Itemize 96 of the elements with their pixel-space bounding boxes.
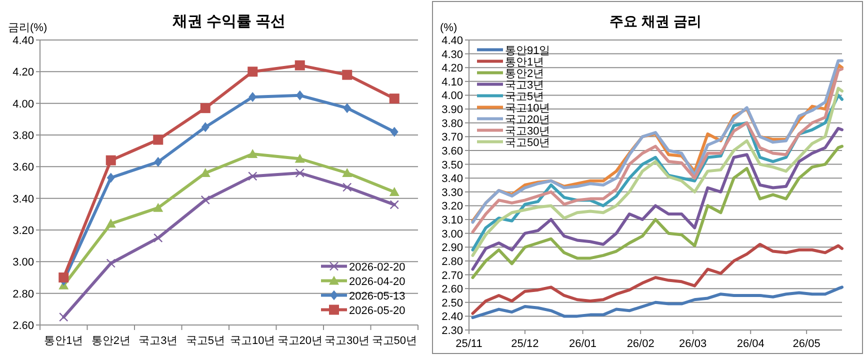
y-tick-label: 4.20: [442, 62, 463, 75]
x-tick-label: 26/04: [736, 338, 764, 350]
line-series: [471, 286, 844, 320]
y-tick-label: 2.70: [442, 270, 463, 282]
y-tick-label: 2.90: [442, 242, 463, 254]
x-tick-label: 국고30년: [324, 335, 370, 347]
legend-label: 통안2년: [505, 68, 544, 80]
x-tick-label: 25/12: [511, 338, 539, 350]
y-tick-label: 3.00: [442, 228, 463, 240]
y-tick-label: 2.60: [442, 284, 463, 296]
point: [248, 66, 258, 77]
y-axis-title: (%): [440, 22, 458, 34]
legend-label: 통안91일: [505, 44, 550, 57]
y-tick-label: 4.00: [442, 90, 463, 102]
chart-title: 주요 채권 금리: [610, 13, 702, 29]
point: [296, 90, 304, 100]
y-tick-label: 3.60: [12, 162, 34, 174]
point: [294, 60, 305, 70]
chart-title: 채권 수익률 곡선: [171, 13, 286, 30]
x-tick-label: 국고5년: [186, 335, 225, 347]
y-tick-label: 3.40: [442, 173, 463, 186]
y-tick-label: 4.40: [442, 35, 463, 47]
legend-label: 국고20년: [505, 114, 550, 126]
y-tick-label: 3.20: [12, 225, 34, 237]
y-tick-label: 3.60: [442, 145, 463, 158]
x-tick-label: 국고50년: [372, 335, 417, 347]
point: [106, 172, 115, 183]
y-tick-label: 3.00: [12, 256, 34, 269]
y-tick-label: 3.70: [442, 132, 463, 144]
y-tick-label: 2.40: [442, 311, 463, 324]
y-tick-label: 3.40: [12, 193, 34, 206]
point: [153, 134, 164, 145]
point: [248, 149, 258, 158]
x-tick-label: 26/03: [679, 338, 707, 350]
legend-label: 국고30년: [505, 125, 550, 138]
y-tick-label: 4.10: [442, 76, 463, 88]
x-tick-label: 통안2년: [91, 335, 130, 347]
y-tick-label: 2.30: [442, 325, 463, 337]
line-series: [471, 242, 844, 315]
point: [153, 202, 164, 212]
point: [200, 195, 210, 205]
point: [390, 200, 399, 210]
legend-label: 국고10년: [505, 102, 550, 114]
point: [106, 218, 116, 228]
y-tick-label: 4.40: [12, 35, 34, 47]
x-tick-label: 26/05: [792, 338, 820, 350]
legend-label: 국고3년: [505, 79, 544, 92]
y-tick-label: 3.80: [442, 118, 463, 130]
point: [295, 168, 304, 178]
legend-label: 2026-05-20: [349, 304, 406, 317]
point: [248, 92, 257, 102]
x-tick-label: 통안1년: [44, 335, 84, 347]
legend-label: 2026-05-13: [349, 290, 406, 302]
y-tick-label: 3.90: [442, 104, 463, 116]
x-tick-label: 국고20년: [277, 335, 322, 347]
y-tick-label: 4.20: [12, 66, 34, 79]
y-tick-label: 2.80: [442, 256, 463, 268]
x-tick-label: 국고10년: [230, 335, 276, 347]
point: [201, 122, 210, 132]
y-tick-label: 2.60: [12, 320, 34, 332]
point: [343, 103, 352, 114]
y-tick-label: 3.80: [12, 130, 34, 142]
point: [342, 182, 352, 192]
x-tick-label: 26/01: [569, 338, 597, 350]
y-tick-label: 2.80: [12, 288, 34, 300]
legend-label: 국고5년: [505, 90, 544, 103]
y-tick-label: 4.30: [442, 48, 463, 61]
y-tick-label: 2.50: [442, 297, 463, 310]
legend-label: 통안1년: [505, 56, 544, 68]
x-tick-label: 25/11: [456, 338, 482, 350]
point: [59, 312, 68, 322]
legend-label: 국고50년: [505, 136, 550, 149]
x-tick-label: 국고3년: [138, 335, 178, 347]
point: [389, 94, 400, 104]
point: [200, 103, 210, 114]
line-series: [471, 126, 844, 271]
point: [154, 233, 163, 243]
point: [154, 156, 162, 167]
point: [294, 154, 305, 163]
point: [58, 272, 69, 282]
point: [342, 70, 352, 80]
point: [342, 168, 352, 177]
y-tick-label: 4.00: [12, 98, 34, 110]
point: [389, 187, 400, 196]
point: [248, 172, 258, 181]
y-tick-label: 3.10: [442, 214, 463, 227]
y-tick-label: 3.30: [442, 186, 463, 199]
point: [390, 126, 398, 137]
point: [106, 258, 116, 268]
y-tick-label: 3.50: [442, 159, 463, 172]
y-tick-label: 3.20: [442, 200, 463, 213]
point: [106, 155, 116, 166]
legend-label: 2026-04-20: [349, 276, 406, 288]
legend-label: 2026-02-20: [349, 261, 406, 274]
y-axis-title: 금리(%): [8, 22, 48, 34]
x-tick-label: 26/02: [626, 338, 654, 350]
